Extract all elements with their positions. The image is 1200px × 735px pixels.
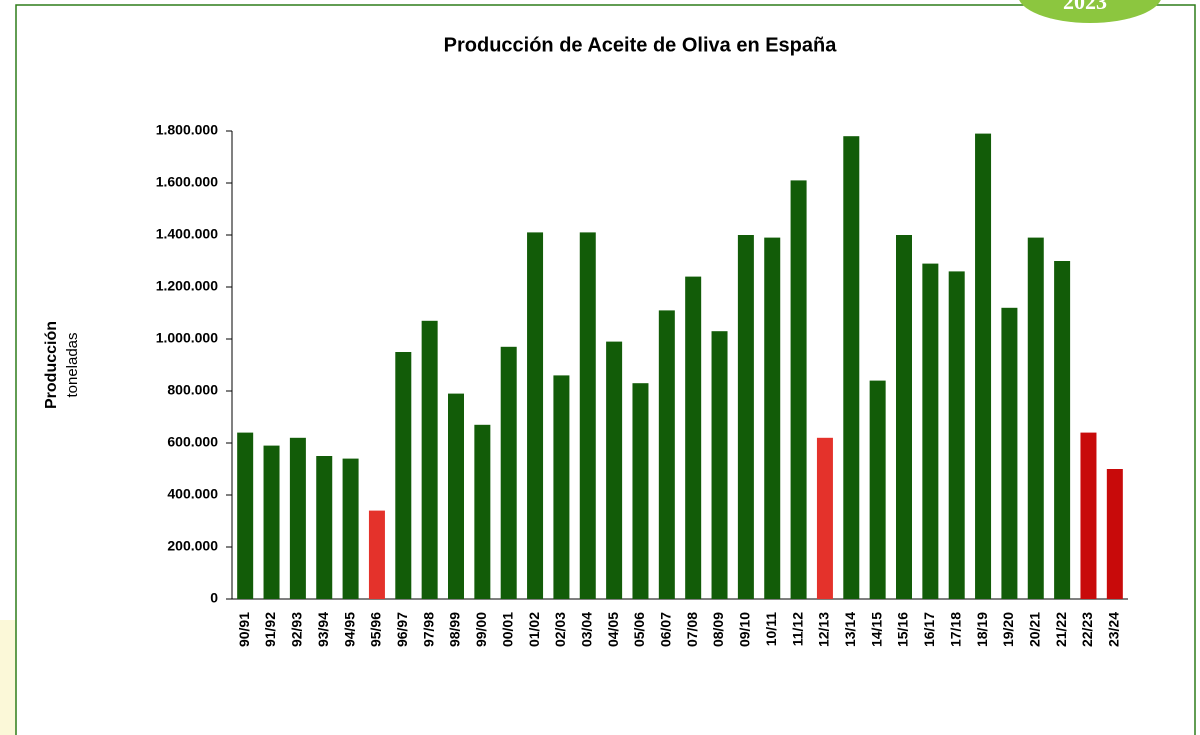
badge-word: de <box>1068 36 1091 58</box>
x-tick-label: 06/07 <box>658 612 674 647</box>
x-tick-label: 21/22 <box>1053 612 1069 647</box>
x-tick-label: 23/24 <box>1106 612 1122 647</box>
x-tick-label: 92/93 <box>289 612 305 647</box>
x-tick-label: 03/04 <box>578 612 594 647</box>
x-tick-label: 11/12 <box>789 612 805 646</box>
bar <box>790 180 807 599</box>
x-tick-label: 15/16 <box>895 612 911 647</box>
x-tick-label: 14/15 <box>868 612 884 647</box>
y-tick-label: 1.600.000 <box>156 174 218 190</box>
bar <box>237 432 254 599</box>
x-tick-label: 00/01 <box>499 612 515 647</box>
x-tick-label: 12/13 <box>816 612 832 647</box>
bar <box>1054 261 1071 599</box>
bar <box>843 136 860 599</box>
x-tick-label: 90/91 <box>236 612 252 647</box>
x-tick-label: 93/94 <box>315 612 331 647</box>
x-tick-label: 18/19 <box>974 612 990 647</box>
y-axis-title: Producción <box>43 321 60 409</box>
bar <box>658 310 675 599</box>
bar <box>421 320 438 599</box>
y-tick-label: 0 <box>210 590 218 606</box>
bar <box>606 341 623 599</box>
x-tick-label: 02/03 <box>552 612 568 647</box>
y-tick-label: 800.000 <box>167 382 218 398</box>
x-tick-label: 05/06 <box>631 612 647 647</box>
bar <box>948 271 965 599</box>
badge <box>1019 0 1161 23</box>
x-tick-label: 97/98 <box>420 612 436 647</box>
bar <box>1001 307 1018 599</box>
bar <box>975 133 992 599</box>
y-tick-label: 1.800.000 <box>156 122 218 138</box>
bar <box>289 437 306 599</box>
chart-title: Producción de Aceite de Oliva en España <box>444 34 838 56</box>
badge-year: 2023 <box>1063 0 1107 14</box>
x-tick-label: 04/05 <box>605 612 621 647</box>
bar <box>711 331 728 599</box>
bar <box>368 510 385 599</box>
bar <box>342 458 359 599</box>
bar <box>1106 469 1123 599</box>
bar <box>1080 432 1097 599</box>
bar <box>816 437 833 599</box>
bar <box>395 352 412 599</box>
bar <box>316 456 333 599</box>
bar <box>579 232 596 599</box>
x-tick-label: 10/11 <box>763 612 779 646</box>
bar <box>685 276 702 599</box>
bar <box>1027 237 1044 599</box>
bar <box>632 383 649 599</box>
x-tick-label: 99/00 <box>473 612 489 647</box>
frame <box>15 4 1196 735</box>
x-tick-label: 07/08 <box>684 612 700 647</box>
bar <box>869 380 886 599</box>
bar <box>263 445 280 599</box>
bar <box>922 263 939 599</box>
y-tick-label: 400.000 <box>167 486 218 502</box>
x-tick-label: 19/20 <box>1000 612 1016 647</box>
bar <box>553 375 570 599</box>
y-tick-label: 1.400.000 <box>156 226 218 242</box>
x-tick-label: 94/95 <box>341 612 357 647</box>
x-tick-label: 17/18 <box>947 612 963 647</box>
bar <box>474 424 491 599</box>
x-tick-label: 01/02 <box>526 612 542 647</box>
bar <box>500 346 517 599</box>
y-tick-label: 600.000 <box>167 434 218 450</box>
x-tick-label: 08/09 <box>710 612 726 647</box>
bar <box>764 237 781 599</box>
bar <box>448 393 464 599</box>
y-tick-label: 1.200.000 <box>156 278 218 294</box>
bar <box>737 235 754 599</box>
bar <box>527 232 544 599</box>
y-axis-unit: toneladas <box>64 332 81 397</box>
x-tick-label: 20/21 <box>1026 612 1042 647</box>
x-tick-label: 98/99 <box>447 612 463 647</box>
bar <box>896 235 912 599</box>
y-tick-label: 1.000.000 <box>156 330 218 346</box>
x-tick-label: 13/14 <box>842 612 858 647</box>
x-tick-label: 16/17 <box>921 612 937 647</box>
y-tick-label: 200.000 <box>167 538 218 554</box>
x-tick-label: 22/23 <box>1079 612 1095 647</box>
x-tick-label: 91/92 <box>262 612 278 647</box>
x-tick-label: 09/10 <box>737 612 753 647</box>
x-tick-label: 96/97 <box>394 612 410 647</box>
side-strip <box>0 620 16 735</box>
x-tick-label: 95/96 <box>368 612 384 647</box>
